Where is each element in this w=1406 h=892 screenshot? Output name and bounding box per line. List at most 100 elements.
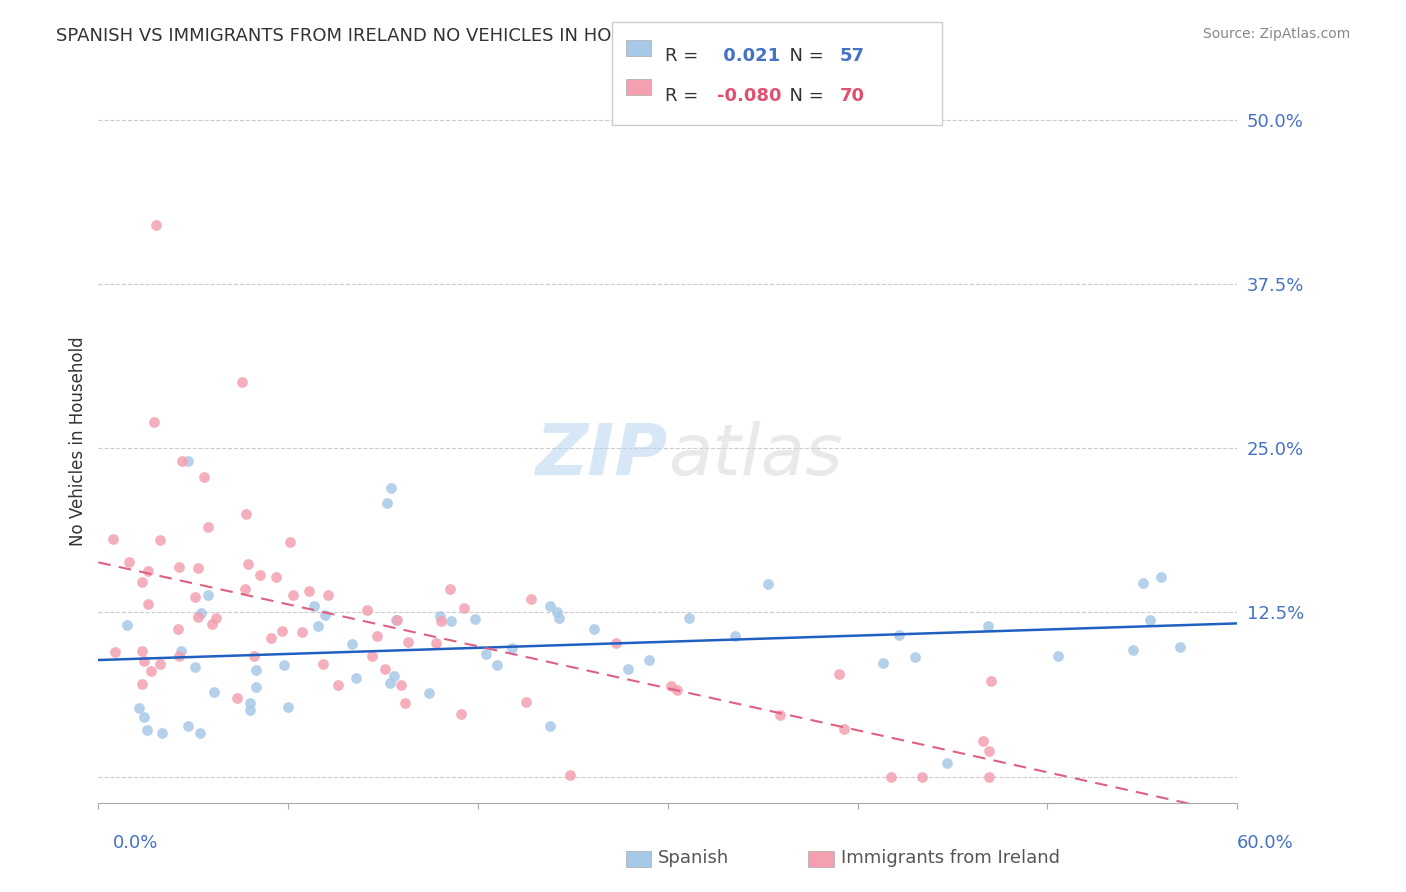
Point [538,599,561,613]
Point [429,608,451,623]
Point [117,555,139,569]
Point [1150,570,1173,584]
Point [314,608,336,623]
Point [233,582,256,596]
Text: Immigrants from Ireland: Immigrants from Ireland [841,849,1060,867]
Point [128,700,150,714]
Text: N =: N = [778,47,830,65]
Text: ZIP: ZIP [536,422,668,491]
Point [115,617,138,632]
Point [464,612,486,626]
Point [101,532,124,546]
Point [872,657,894,671]
Point [231,376,253,390]
Point [302,599,325,613]
Point [520,592,543,607]
Point [972,734,994,748]
Point [197,520,219,534]
Point [170,643,193,657]
Text: R =: R = [665,47,704,65]
Point [249,568,271,582]
Point [239,703,262,717]
Point [474,648,496,662]
Point [887,628,910,642]
Text: atlas: atlas [668,422,842,491]
Point [277,700,299,714]
Point [1139,613,1161,627]
Point [170,454,193,468]
Point [485,657,508,672]
Point [169,560,191,574]
Point [132,710,155,724]
Point [378,676,401,690]
Text: 0.021: 0.021 [717,47,780,65]
Point [583,622,606,636]
Point [193,470,215,484]
Point [202,685,225,699]
Point [243,648,266,663]
Point [131,575,153,590]
Point [131,677,153,691]
Point [183,590,205,604]
Point [142,415,165,429]
Point [387,613,409,627]
Point [659,679,682,693]
Point [450,706,472,721]
Text: Source: ZipAtlas.com: Source: ZipAtlas.com [1202,27,1350,41]
Point [104,644,127,658]
Point [226,691,249,706]
Point [665,682,688,697]
Point [756,577,779,591]
Point [382,669,405,683]
Point [546,605,568,619]
Point [264,569,287,583]
Point [396,635,419,649]
Point [375,496,398,510]
Point [356,603,378,617]
Point [724,629,747,643]
Point [245,663,267,677]
Point [238,558,260,572]
Point [177,454,200,468]
Point [832,722,855,736]
Point [138,564,160,578]
Point [136,723,159,738]
Text: N =: N = [778,87,830,104]
Y-axis label: No Vehicles in Household: No Vehicles in Household [69,336,87,547]
Point [617,662,640,676]
Point [328,678,350,692]
Point [131,644,153,658]
Point [540,719,562,733]
Point [197,588,219,602]
Text: R =: R = [665,87,704,104]
Text: -0.080: -0.080 [717,87,782,104]
Point [394,696,416,710]
Point [132,654,155,668]
Point [139,664,162,678]
Point [316,588,339,602]
Point [340,637,363,651]
Point [880,770,903,784]
Point [440,614,463,628]
Point [205,611,228,625]
Point [190,606,212,620]
Point [281,588,304,602]
Point [312,657,335,672]
Point [1132,576,1154,591]
Point [678,611,700,625]
Point [184,659,207,673]
Point [425,636,447,650]
Point [453,601,475,615]
Point [270,624,292,638]
Point [936,756,959,771]
Point [235,507,257,521]
Point [177,719,200,733]
Point [904,650,927,665]
Point [1047,648,1070,663]
Point [239,697,262,711]
Point [515,695,537,709]
Point [188,726,211,740]
Point [149,533,172,547]
Text: Spanish: Spanish [658,849,730,867]
Point [278,535,301,549]
